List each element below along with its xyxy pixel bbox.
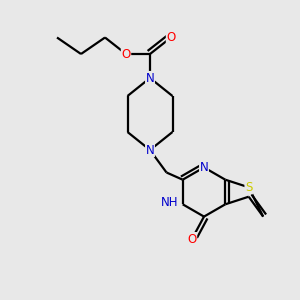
Text: O: O <box>167 31 176 44</box>
Text: N: N <box>146 71 154 85</box>
Text: O: O <box>188 232 196 246</box>
Text: S: S <box>245 181 252 194</box>
Text: O: O <box>122 47 130 61</box>
Text: NH: NH <box>161 196 178 209</box>
Text: N: N <box>200 161 208 174</box>
Text: N: N <box>146 143 154 157</box>
